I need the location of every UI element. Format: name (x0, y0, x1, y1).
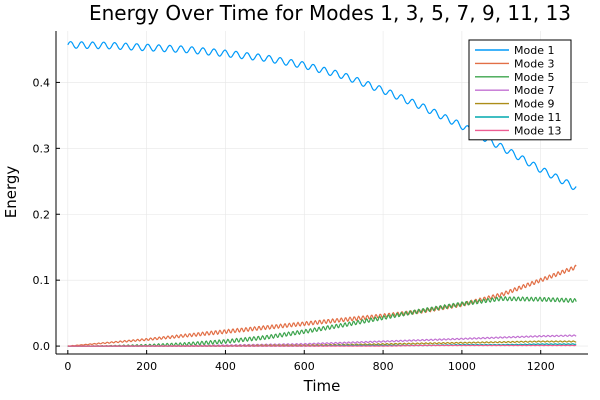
y-tick-label: 0.2 (33, 208, 51, 221)
x-tick-label: 200 (136, 360, 157, 373)
series-line-mode-5 (67, 296, 577, 347)
legend-label-mode-9[interactable]: Mode 9 (514, 98, 554, 111)
legend-label-mode-13[interactable]: Mode 13 (514, 124, 561, 137)
y-tick-label: 0.0 (33, 340, 51, 353)
y-tick-labels: 0.0 0.1 0.2 0.3 0.4 (33, 76, 51, 353)
chart-title: Energy Over Time for Modes 1, 3, 5, 7, 9… (89, 1, 571, 25)
legend-label-mode-3[interactable]: Mode 3 (514, 57, 554, 70)
x-tick-label: 600 (294, 360, 315, 373)
x-tick-labels: 0 200 400 600 800 1000 1200 (64, 360, 554, 373)
legend-label-mode-1[interactable]: Mode 1 (514, 44, 554, 57)
x-tick-label: 1000 (448, 360, 476, 373)
y-tick-label: 0.3 (33, 142, 51, 155)
y-axis-label: Energy (2, 166, 20, 219)
series-line-mode-13 (67, 344, 577, 347)
axes (55, 31, 588, 355)
y-tick-label: 0.1 (33, 274, 51, 287)
x-tick-label: 0 (64, 360, 71, 373)
legend-label-mode-7[interactable]: Mode 7 (514, 84, 554, 97)
y-tick-label: 0.4 (33, 76, 51, 89)
legend-label-mode-11[interactable]: Mode 11 (514, 111, 561, 124)
x-tick-label: 1200 (527, 360, 555, 373)
x-tick-label: 800 (373, 360, 394, 373)
series-line-mode-3 (67, 264, 577, 347)
x-tick-label: 400 (215, 360, 236, 373)
legend-label-mode-5[interactable]: Mode 5 (514, 71, 554, 84)
x-axis-label: Time (303, 377, 341, 395)
grid (56, 31, 588, 354)
